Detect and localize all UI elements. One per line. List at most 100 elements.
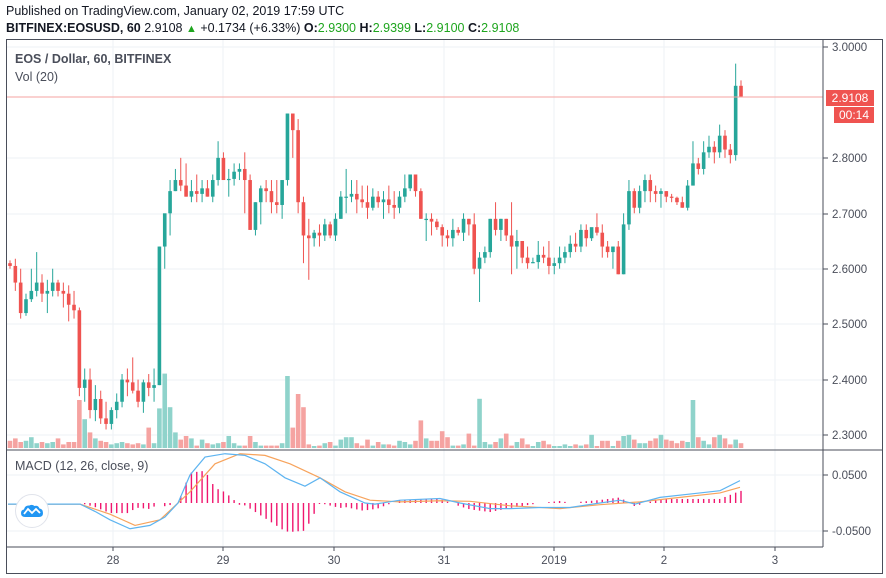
volume-bar	[322, 443, 328, 448]
candle-body	[253, 202, 258, 230]
candle-body	[157, 246, 162, 386]
macd-tick-label: -0.0500	[832, 526, 871, 538]
candle-body	[18, 282, 23, 314]
volume-bars	[7, 373, 744, 448]
volume-bar	[423, 438, 429, 448]
volume-bar	[578, 445, 584, 448]
candle-body	[664, 191, 669, 197]
volume-bar	[77, 400, 82, 448]
volume-bar	[706, 444, 712, 448]
volume-bar	[557, 446, 562, 448]
volume-bar	[151, 443, 157, 448]
candle-body	[200, 188, 204, 194]
symbol-line: BITFINEX:EOSUSD, 60 2.9108 ▲ +0.1734 (+6…	[6, 21, 519, 35]
volume-bar	[386, 444, 392, 448]
candle-body	[114, 401, 119, 411]
volume-bar	[637, 443, 642, 448]
volume-bar	[98, 440, 104, 448]
low-label: L:	[414, 21, 427, 35]
candle-body	[258, 188, 263, 203]
volume-bar	[279, 443, 285, 448]
macd-legend[interactable]: MACD (12, 26, close, 9)	[15, 459, 149, 473]
volume-bar	[231, 443, 237, 448]
candle-body	[648, 180, 653, 192]
volume-bar	[461, 444, 466, 448]
candle-body	[168, 191, 172, 214]
volume-bar	[493, 442, 498, 448]
volume-bar	[173, 432, 178, 448]
volume-bar	[391, 445, 397, 448]
candle-body	[701, 152, 706, 169]
candle-body	[323, 224, 327, 236]
volume-bar	[541, 440, 546, 448]
candle-body	[365, 202, 370, 208]
candle-body	[146, 382, 151, 388]
volume-bar	[439, 431, 445, 448]
volume-bar	[50, 442, 55, 448]
candle-body	[360, 199, 364, 203]
candle-body	[680, 202, 685, 208]
volume-legend[interactable]: Vol (20)	[15, 70, 59, 84]
volume-bar	[669, 440, 674, 448]
candle-body	[627, 191, 631, 225]
volume-bar	[247, 436, 253, 448]
volume-bar	[599, 440, 605, 448]
volume-bar	[263, 445, 269, 448]
candle-body	[397, 196, 402, 208]
volume-bar	[130, 444, 136, 448]
volume-bar	[215, 443, 221, 448]
volume-bar	[23, 440, 29, 448]
candle-body	[29, 290, 34, 300]
candle-body	[536, 254, 541, 263]
candle-body	[349, 193, 354, 197]
candle-body	[707, 146, 711, 153]
volume-bar	[733, 439, 738, 448]
candle-body	[653, 191, 658, 194]
candle-body	[141, 382, 146, 402]
price-tick-label: 2.8000	[832, 153, 867, 165]
volume-bar	[514, 442, 520, 448]
volume-bar	[141, 444, 146, 448]
candle-body	[568, 243, 573, 253]
volume-bar	[717, 434, 722, 448]
volume-bar	[503, 433, 509, 448]
candle-body	[499, 218, 503, 230]
candle-body	[280, 180, 284, 205]
volume-bar	[82, 419, 88, 448]
volume-bar	[701, 440, 706, 448]
volume-bar	[477, 398, 482, 448]
candle-body	[685, 185, 690, 208]
candle-body	[194, 191, 199, 194]
candle-body	[242, 168, 247, 181]
candle-body	[136, 390, 140, 402]
candle-body	[61, 290, 66, 294]
candle-body	[483, 252, 487, 258]
candle-body	[531, 262, 535, 264]
candle-body	[435, 221, 439, 228]
volume-bar	[18, 442, 23, 448]
volume-bar	[199, 439, 205, 448]
candle-body	[125, 379, 130, 383]
candle-body	[696, 163, 701, 169]
candle-body	[77, 310, 82, 388]
candle-body	[162, 213, 167, 247]
volume-bar	[653, 438, 658, 448]
volume-bar	[642, 443, 648, 448]
volume-bar	[397, 440, 402, 448]
candle-body	[82, 379, 87, 388]
volume-bar	[738, 443, 744, 448]
candle-body	[424, 218, 428, 221]
volume-bar	[712, 437, 717, 448]
candle-body	[429, 218, 434, 222]
candle-body	[616, 246, 621, 275]
tradingview-logo-badge[interactable]	[15, 494, 49, 528]
candle-body	[45, 290, 50, 294]
candle-body	[739, 85, 743, 97]
candle-body	[584, 229, 589, 239]
volume-bar	[658, 434, 664, 448]
volume-bar	[317, 445, 322, 448]
candle-body	[552, 263, 557, 266]
candle-body	[637, 191, 642, 208]
main-series-legend[interactable]: EOS / Dollar, 60, BITFINEX	[15, 52, 172, 66]
